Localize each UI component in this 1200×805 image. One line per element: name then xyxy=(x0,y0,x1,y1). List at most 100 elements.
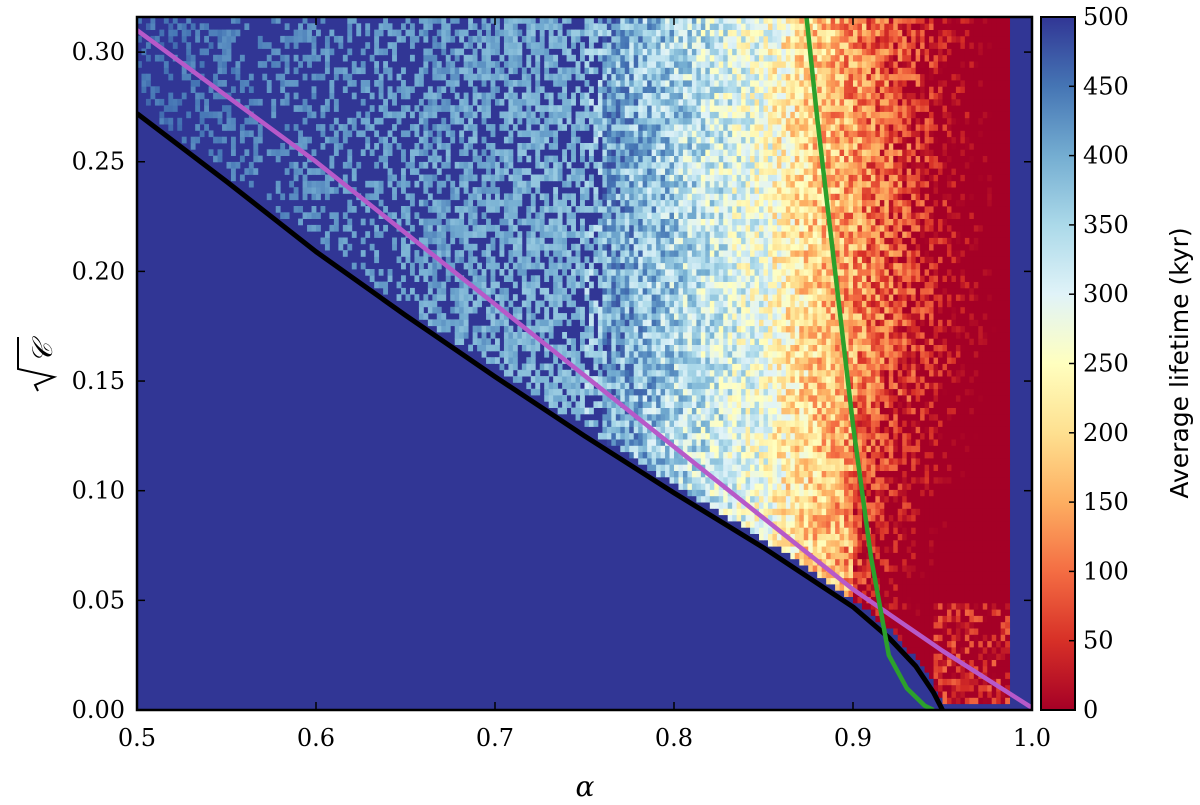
heatmap-cell xyxy=(660,136,666,144)
heatmap-cell xyxy=(293,193,299,201)
heatmap-cell xyxy=(674,269,679,276)
heatmap-cell xyxy=(642,86,648,93)
heatmap-cell xyxy=(763,124,769,131)
heatmap-cell xyxy=(230,86,236,93)
heatmap-cell xyxy=(190,61,196,68)
heatmap-cell xyxy=(741,92,747,100)
heatmap-cell xyxy=(656,294,661,301)
heatmap-cell xyxy=(486,124,491,131)
heatmap-cell xyxy=(186,17,192,24)
heatmap-cell xyxy=(459,300,465,308)
heatmap-cell xyxy=(647,161,653,169)
heatmap-cell xyxy=(468,250,474,257)
heatmap-cell xyxy=(687,388,693,396)
heatmap-cell xyxy=(427,54,433,62)
heatmap-cell xyxy=(750,168,755,175)
heatmap-cell xyxy=(387,275,393,282)
heatmap-cell xyxy=(562,199,568,207)
heatmap-cell xyxy=(691,451,697,459)
heatmap-cell xyxy=(660,451,666,459)
heatmap-cell xyxy=(544,73,550,81)
heatmap-cell xyxy=(633,29,639,37)
heatmap-cell xyxy=(508,199,514,207)
heatmap-cell xyxy=(602,111,608,119)
heatmap-cell xyxy=(597,199,603,207)
heatmap-cell xyxy=(660,262,666,270)
heatmap-cell xyxy=(606,281,612,289)
heatmap-cell xyxy=(512,174,518,182)
heatmap-cell xyxy=(651,243,657,251)
heatmap-cell xyxy=(718,237,724,245)
heatmap-cell xyxy=(468,117,474,125)
heatmap-cell xyxy=(597,80,603,87)
heatmap-cell xyxy=(678,420,684,427)
heatmap-cell xyxy=(687,48,693,56)
heatmap-cell xyxy=(647,35,653,43)
heatmap-cell xyxy=(481,350,487,358)
heatmap-cell xyxy=(342,86,348,93)
heatmap-cell xyxy=(745,432,751,440)
heatmap-cell xyxy=(459,180,465,188)
heatmap-cell xyxy=(530,136,536,144)
heatmap-cell xyxy=(629,250,635,257)
heatmap-cell xyxy=(548,130,554,138)
heatmap-cell xyxy=(593,130,599,138)
heatmap-cell xyxy=(597,237,603,245)
heatmap-cell xyxy=(486,256,491,264)
heatmap-cell xyxy=(486,54,491,62)
heatmap-cell xyxy=(691,489,697,497)
heatmap-cell xyxy=(709,344,715,352)
heatmap-cell xyxy=(647,395,653,402)
heatmap-cell xyxy=(481,269,487,276)
heatmap-cell xyxy=(691,357,697,364)
heatmap-cell xyxy=(660,124,666,131)
heatmap-cell xyxy=(535,218,541,226)
heatmap-cell xyxy=(736,250,742,257)
heatmap-cell xyxy=(369,269,375,276)
heatmap-cell xyxy=(709,313,715,320)
heatmap-cell xyxy=(767,80,773,87)
heatmap-cell xyxy=(486,155,491,163)
heatmap-cell xyxy=(674,187,679,194)
heatmap-cell xyxy=(665,420,670,427)
heatmap-cell xyxy=(459,294,465,301)
heatmap-cell xyxy=(696,483,702,490)
heatmap-cell xyxy=(745,369,751,377)
heatmap-cell xyxy=(499,269,505,276)
heatmap-cell xyxy=(526,306,532,314)
heatmap-cell xyxy=(441,35,447,43)
heatmap-cell xyxy=(691,67,697,75)
heatmap-cell xyxy=(620,17,626,24)
heatmap-cell xyxy=(651,319,657,327)
heatmap-cell xyxy=(468,262,474,270)
heatmap-cell xyxy=(750,369,755,377)
heatmap-cell xyxy=(682,218,688,226)
heatmap-cell xyxy=(454,332,460,339)
heatmap-cell xyxy=(687,136,693,144)
heatmap-cell xyxy=(450,294,456,301)
heatmap-cell xyxy=(669,395,675,402)
heatmap-cell xyxy=(687,300,693,308)
heatmap-cell xyxy=(226,42,232,49)
heatmap-cell xyxy=(723,489,729,497)
heatmap-cell xyxy=(741,445,747,453)
heatmap-cell xyxy=(678,187,684,194)
heatmap-cell xyxy=(629,224,635,232)
heatmap-cell xyxy=(714,86,720,93)
heatmap-cell xyxy=(553,287,559,295)
heatmap-cell xyxy=(302,187,308,194)
heatmap-cell xyxy=(342,67,348,75)
heatmap-cell xyxy=(584,294,590,301)
heatmap-cell xyxy=(674,86,679,93)
heatmap-cell xyxy=(293,105,299,112)
heatmap-cell xyxy=(266,54,272,62)
heatmap-cell xyxy=(584,143,590,150)
heatmap-cell xyxy=(620,67,626,75)
heatmap-cell xyxy=(759,445,764,453)
heatmap-cell xyxy=(553,237,559,245)
heatmap-cell xyxy=(763,357,769,364)
heatmap-cell xyxy=(732,281,738,289)
heatmap-cell xyxy=(678,23,684,30)
heatmap-cell xyxy=(298,143,303,150)
heatmap-cell xyxy=(754,161,760,169)
